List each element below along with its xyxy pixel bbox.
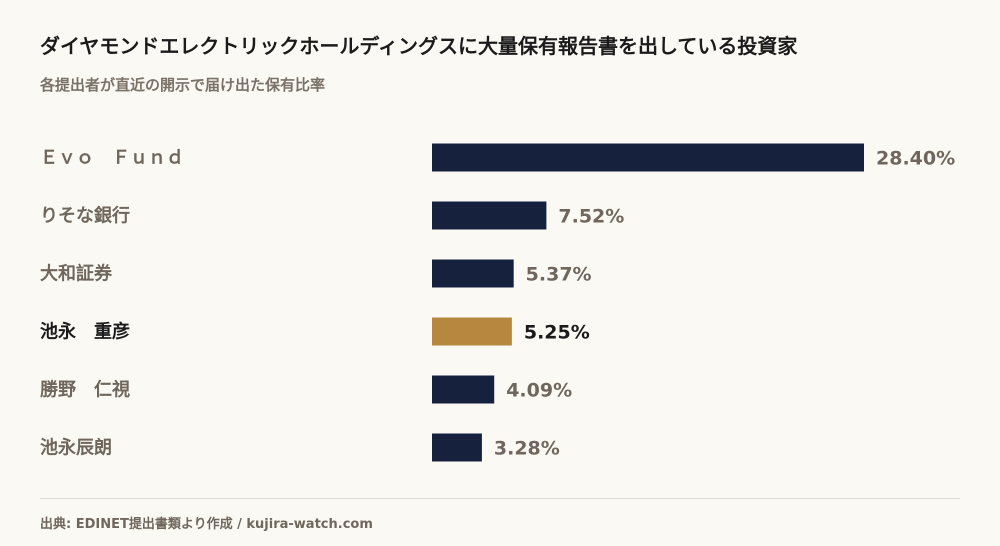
value-label: 7.52% [558, 206, 624, 228]
bar [432, 375, 495, 404]
chart-title: ダイヤモンドエレクトリックホールディングスに大量保有報告書を出している投資家 [40, 34, 798, 58]
category-label: 大和証券 [40, 263, 113, 285]
value-label: 28.40% [876, 148, 955, 170]
bar [432, 201, 547, 230]
source-note: 出典: EDINET提出書類より作成 / kujira-watch.com [40, 517, 373, 532]
value-label: 5.37% [526, 264, 592, 286]
category-label: Ｅｖｏ Ｆｕｎｄ [40, 148, 184, 169]
bars-layer: Ｅｖｏ Ｆｕｎｄ 28.40% りそな銀行 7.52% 大和証券 5.37% 池永 重彦 5.… [40, 143, 955, 462]
category-label: 池永 重彦 [40, 321, 130, 343]
bar [432, 143, 864, 172]
value-label: 5.25% [524, 322, 590, 344]
bar [432, 259, 514, 288]
value-label: 4.09% [506, 380, 572, 402]
category-label: 池永辰朗 [40, 437, 112, 459]
footer-divider [40, 498, 960, 499]
chart-subtitle: 各提出者が直近の開示で届け出た保有比率 [40, 76, 326, 94]
bar [432, 433, 482, 462]
category-label: 勝野 仁視 [40, 379, 130, 401]
bar [432, 317, 512, 346]
category-label: りそな銀行 [40, 205, 130, 227]
value-label: 3.28% [494, 438, 560, 460]
